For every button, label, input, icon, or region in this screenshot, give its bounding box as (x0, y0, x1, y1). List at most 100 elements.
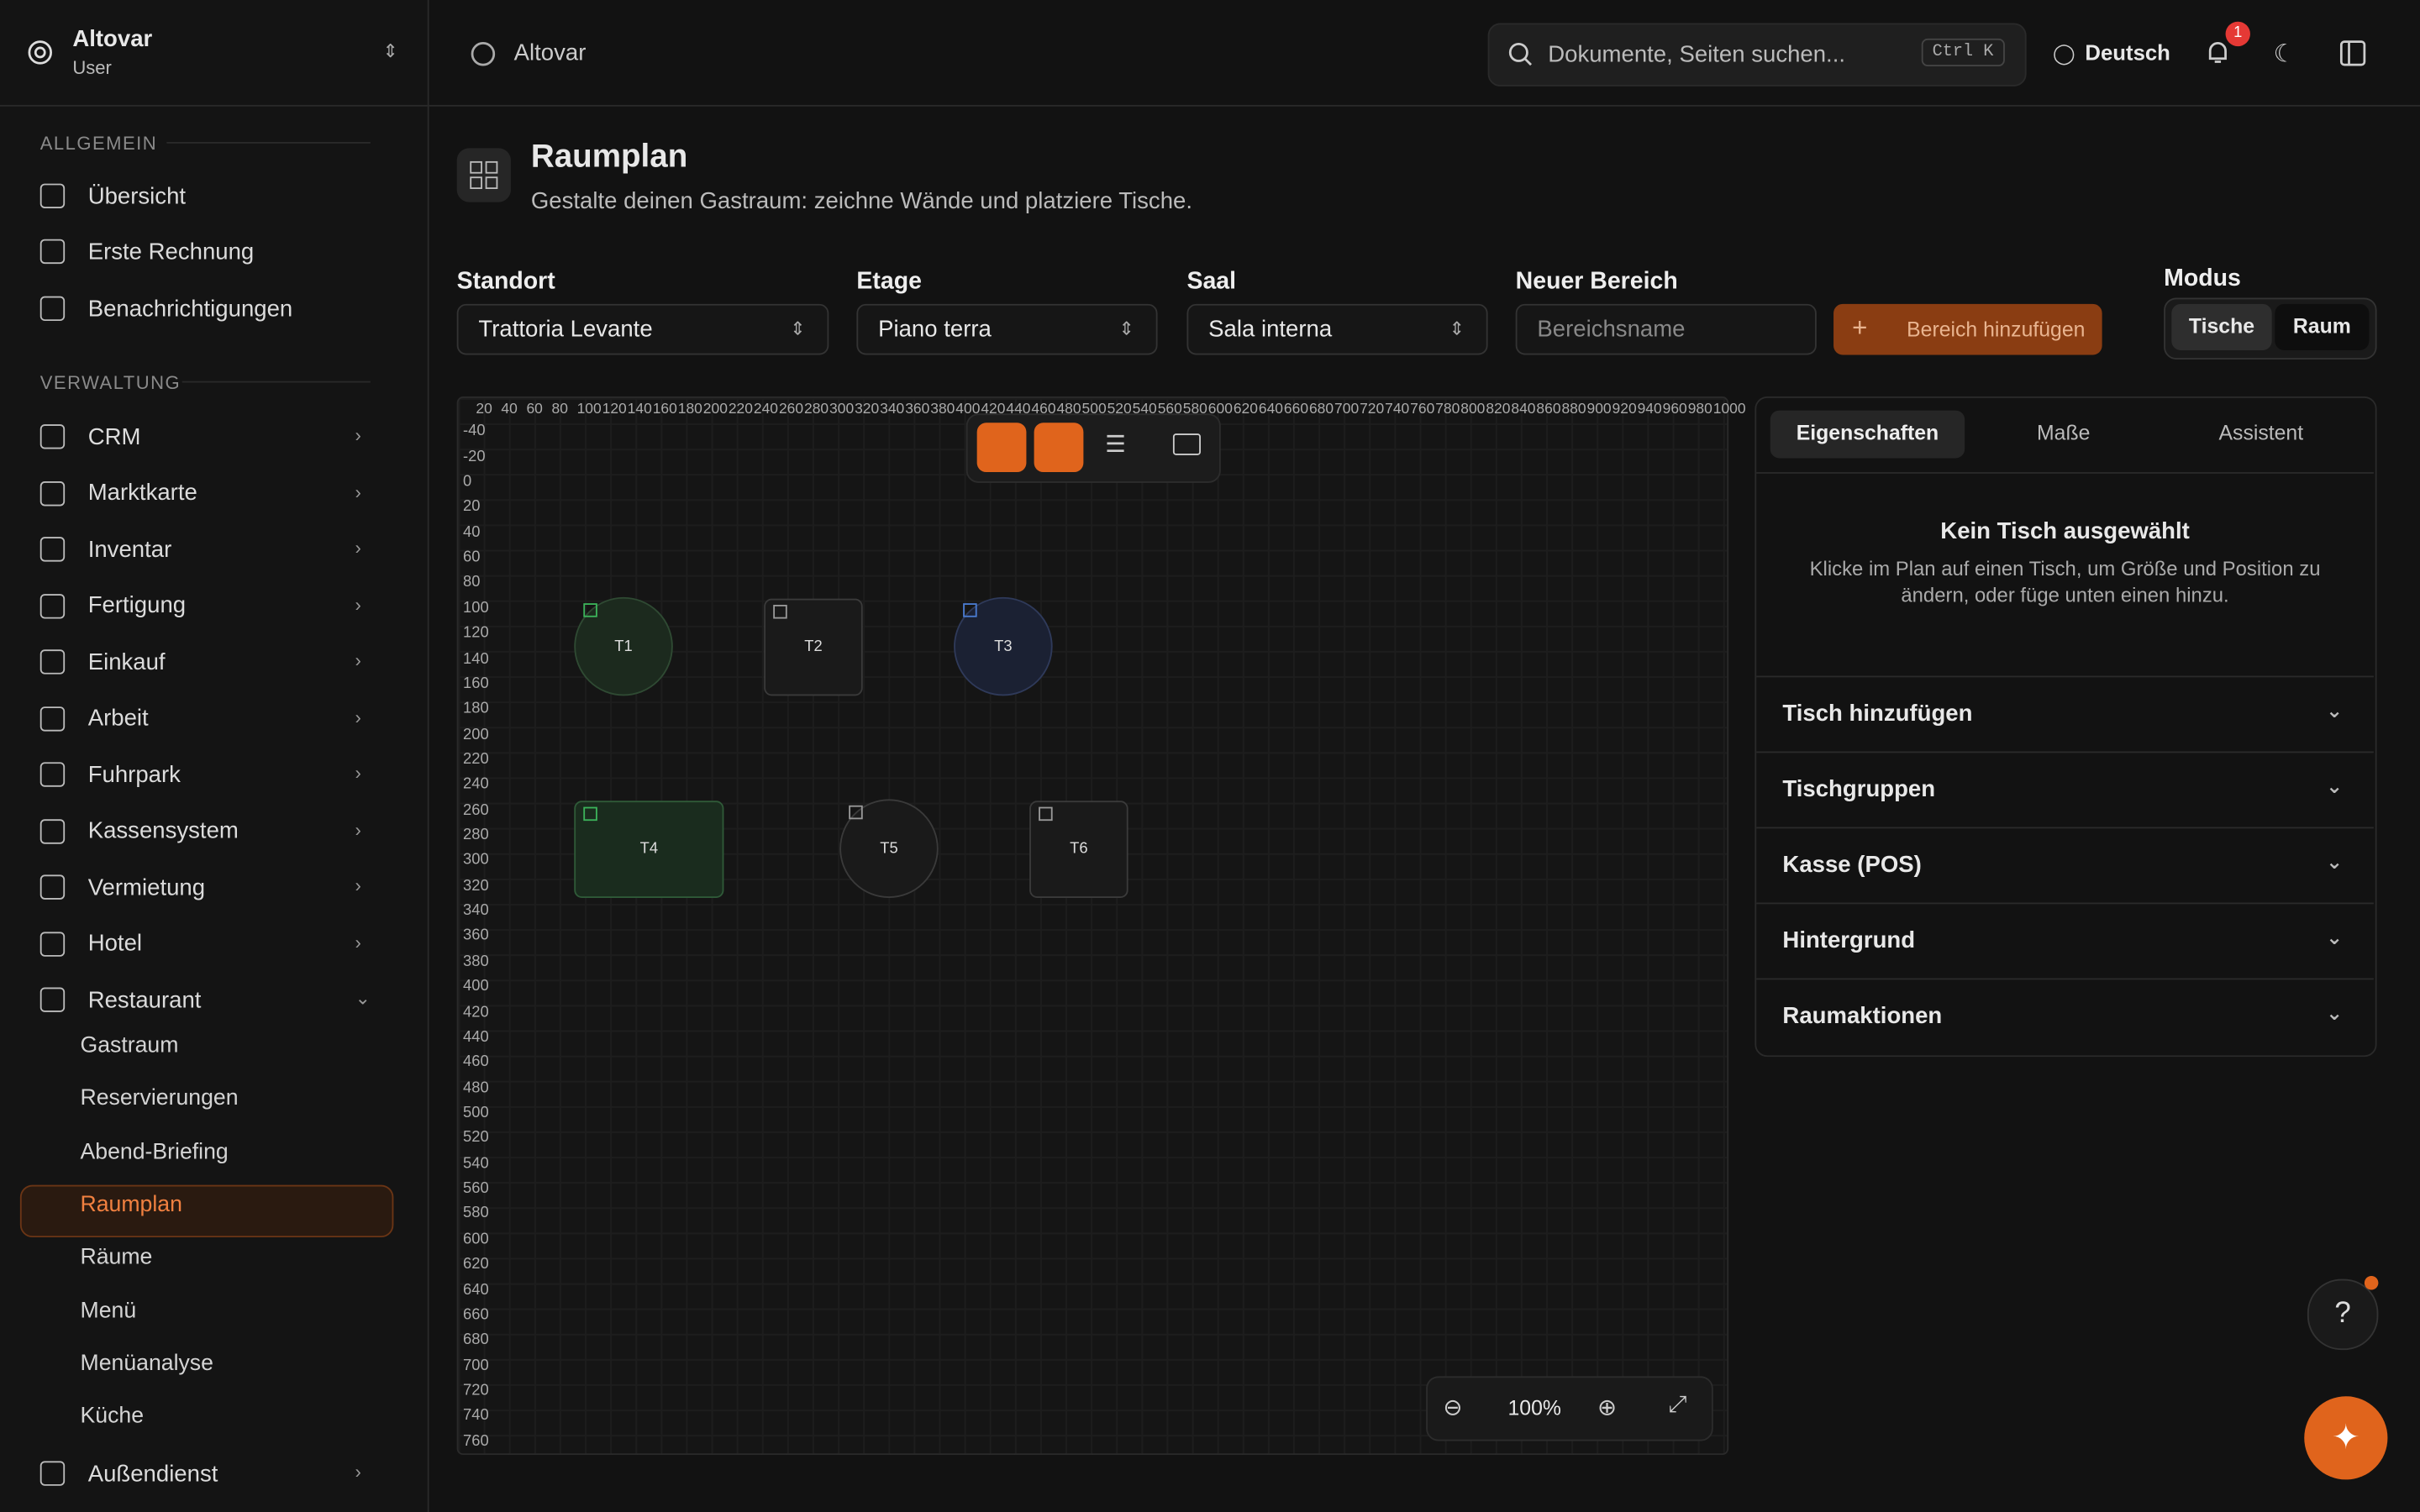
filter-select[interactable]: Sala interna ⇕ (1186, 303, 1488, 355)
sub-item[interactable]: Küche (80, 1404, 145, 1429)
panel-tab[interactable]: Maße (2037, 421, 2091, 444)
mode-option[interactable]: Raum (2275, 303, 2370, 350)
ruler-y-label: 360 (463, 927, 489, 945)
panel-tab[interactable]: Assistent (2218, 421, 2304, 444)
nav-item[interactable]: Restaurant (39, 981, 201, 1018)
grid-tool[interactable] (976, 423, 1027, 473)
ruler-x-label: 540 (1132, 401, 1157, 418)
nav-icon (39, 987, 66, 1012)
nav-item[interactable]: CRM (39, 418, 140, 455)
divider (0, 104, 428, 107)
panel-tab[interactable]: Eigenschaften (1796, 421, 1939, 444)
ruler-x-label: 660 (1283, 401, 1309, 418)
ruler-x-label: 720 (1360, 401, 1385, 418)
nav-item[interactable]: Übersicht (39, 177, 186, 214)
language[interactable]: Deutsch (2085, 39, 2170, 66)
floor-plan[interactable] (456, 396, 1729, 1456)
nav-label: Marktkarte (87, 480, 197, 507)
accordion[interactable]: Tischgruppen ⌄ (1756, 751, 2374, 825)
ruler-y-label: 320 (463, 877, 489, 895)
nav-icon (39, 818, 66, 843)
sub-item[interactable]: Menü (80, 1298, 137, 1324)
nav-item[interactable]: Fertigung (39, 587, 186, 624)
accordion[interactable]: Raumaktionen ⌄ (1756, 978, 2374, 1052)
fullscreen[interactable]: ⤢ (1668, 1391, 1687, 1418)
layout-toggle[interactable] (2339, 40, 2366, 66)
sub-item[interactable]: Menüanalyse (80, 1351, 213, 1376)
ruler-y-label: 600 (463, 1231, 489, 1248)
nav-item[interactable]: Kassensystem (39, 812, 239, 849)
chevron: › (355, 874, 361, 897)
accordion[interactable]: Kasse (POS) ⌄ (1756, 827, 2374, 900)
keyboard-tool[interactable] (1172, 433, 1201, 455)
switcher[interactable]: ⇕ (382, 39, 398, 62)
nav-icon (39, 762, 66, 787)
active-item-bg (19, 1184, 394, 1237)
chevron: ⌄ (355, 987, 371, 1010)
accordion-chevron: ⌄ (2326, 926, 2344, 949)
nav-icon (39, 931, 66, 956)
ruler-y-label: 120 (463, 625, 489, 643)
nav-item[interactable]: Erste Rechnung (39, 233, 254, 270)
sub-item[interactable]: Reservierungen (80, 1086, 239, 1111)
nav-icon (39, 480, 66, 506)
nav-item[interactable]: Marktkarte (39, 475, 197, 512)
sub-item[interactable]: Räume (80, 1245, 153, 1270)
help-button[interactable]: ? (2307, 1278, 2379, 1351)
ruler-y-label: 620 (463, 1256, 489, 1273)
ruler-x-label: 1000 (1712, 401, 1746, 418)
new-area-input[interactable]: Bereichsname (1515, 303, 1817, 355)
notification-badge: 1 (2225, 21, 2250, 47)
filter-select[interactable]: Piano terra ⇕ (856, 303, 1158, 355)
accordion[interactable]: Tisch hinzufügen ⌄ (1756, 675, 2374, 749)
sub-item[interactable]: Raumplan (80, 1192, 182, 1217)
add-area-button[interactable]: Bereich hinzufügen (1833, 303, 2102, 355)
filter-select[interactable]: Trattoria Levante ⇕ (456, 303, 829, 355)
filter-label: Standort (456, 268, 555, 295)
sub-item[interactable]: Abend-Briefing (80, 1139, 229, 1164)
snap-tool[interactable] (1034, 423, 1084, 473)
ruler-y-label: 340 (463, 902, 489, 920)
ruler-x-label: 60 (526, 401, 543, 418)
search-icon (1508, 42, 1533, 66)
ruler-y-label: 400 (463, 978, 489, 996)
table[interactable]: T2 (764, 598, 863, 696)
ruler-x-label: 980 (1687, 401, 1712, 418)
ruler-y-label: -40 (463, 423, 486, 440)
chevron: › (355, 762, 361, 785)
tab-divider (1756, 472, 2374, 474)
table-status (583, 603, 597, 617)
ruler-x-label: 480 (1056, 401, 1081, 418)
nav-item[interactable]: Hotel (39, 925, 142, 962)
theme-toggle[interactable]: ☾ (2273, 41, 2296, 68)
mode-option[interactable]: Tische (2171, 303, 2272, 350)
nav-item[interactable]: Inventar (39, 531, 171, 568)
nav-item[interactable]: Arbeit (39, 700, 149, 737)
table[interactable]: T3 (954, 596, 1053, 696)
ruler-y-label: 380 (463, 953, 489, 970)
nav-item[interactable]: Fuhrpark (39, 756, 181, 793)
assistant-button[interactable]: ✦ (2304, 1396, 2388, 1480)
sub-item[interactable]: Gastraum (80, 1033, 179, 1059)
settings-tool[interactable]: ☰ (1105, 432, 1126, 459)
filter-label: Saal (1186, 268, 1237, 295)
zoom-in[interactable]: ⊕ (1597, 1394, 1618, 1421)
table[interactable]: T6 (1029, 801, 1128, 898)
nav-icon (39, 593, 66, 618)
zoom-out[interactable]: ⊖ (1443, 1394, 1463, 1421)
bell[interactable] (2204, 39, 2232, 66)
search-box[interactable]: Dokumente, Seiten suchen... Ctrl K (1487, 23, 2027, 87)
nav-item[interactable]: Außendienst (39, 1455, 218, 1492)
nav-item[interactable]: Vermietung (39, 869, 205, 906)
shortcut: Ctrl K (1921, 38, 2005, 66)
nav-item[interactable]: Benachrichtigungen (39, 290, 293, 327)
table[interactable]: T5 (839, 799, 939, 898)
table[interactable]: T4 (574, 801, 724, 898)
ruler-x-label: 180 (677, 401, 702, 418)
breadcrumb[interactable]: Altovar (513, 39, 587, 66)
ruler-x-label: 700 (1334, 401, 1360, 418)
accordion[interactable]: Hintergrund ⌄ (1756, 902, 2374, 976)
table[interactable]: T1 (574, 596, 673, 696)
tab-active-bg (1770, 410, 1965, 459)
nav-item[interactable]: Einkauf (39, 643, 166, 680)
